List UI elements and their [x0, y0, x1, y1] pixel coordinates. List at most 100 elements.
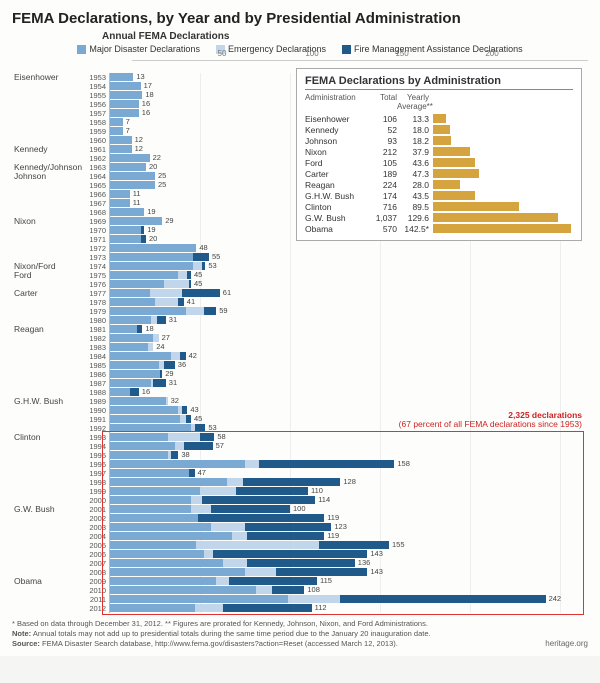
bar-seg-emerg — [196, 541, 318, 549]
bar-track: 100 — [109, 505, 588, 514]
inset-row: G.W. Bush1,037129.6 — [305, 212, 573, 223]
year-label: 1965 — [84, 181, 109, 190]
inset-name: Johnson — [305, 136, 367, 146]
bar-value: 29 — [165, 369, 173, 378]
year-row: 199538 — [12, 451, 588, 460]
year-label: 1956 — [84, 100, 109, 109]
bar-seg-emerg — [155, 298, 178, 306]
year-row: 198324 — [12, 343, 588, 352]
bar-track: 114 — [109, 496, 588, 505]
year-label: 1973 — [84, 253, 109, 262]
year-label: 1954 — [84, 82, 109, 91]
admin-label: Eisenhower — [12, 73, 84, 82]
bar-seg-major — [110, 352, 171, 360]
inset-row: Johnson9318.2 — [305, 135, 573, 146]
bar-seg-fire — [236, 487, 308, 495]
bar-seg-fire — [182, 289, 220, 297]
bar-value: 110 — [311, 486, 323, 495]
bar-value: 143 — [370, 567, 383, 576]
bar-value: 25 — [158, 171, 166, 180]
bar-value: 119 — [327, 531, 339, 540]
bar-seg-fire — [276, 568, 368, 576]
bar-value: 42 — [189, 351, 197, 360]
year-row: 198227 — [12, 334, 588, 343]
inset-row: Carter18947.3 — [305, 168, 573, 179]
bar-value: 47 — [198, 468, 206, 477]
admin-label: G.W. Bush — [12, 505, 84, 514]
year-row: G.W. Bush2001100 — [12, 505, 588, 514]
bar-track: 32 — [109, 397, 588, 406]
bar-value: 16 — [142, 108, 150, 117]
highlight-label: 2,325 declarations (67 percent of all FE… — [399, 411, 582, 430]
inset-col-total: Total — [367, 93, 397, 111]
bar-value: 143 — [370, 549, 383, 558]
bar-seg-fire — [198, 514, 324, 522]
year-row: 198629 — [12, 370, 588, 379]
bar-seg-emerg — [216, 577, 229, 585]
year-label: 1984 — [84, 352, 109, 361]
year-row: 1999110 — [12, 487, 588, 496]
bar-value: 7 — [126, 117, 130, 126]
bar-seg-major — [110, 433, 168, 441]
year-label: 1995 — [84, 451, 109, 460]
year-row: 2005155 — [12, 541, 588, 550]
bar-track: 112 — [109, 604, 588, 613]
bar-seg-fire — [164, 361, 175, 369]
bar-seg-fire — [211, 505, 290, 513]
inset-avg: 129.6 — [397, 213, 433, 223]
bar-seg-emerg — [256, 586, 272, 594]
year-row: 199457 — [12, 442, 588, 451]
bar-seg-major — [110, 325, 137, 333]
admin-label: G.H.W. Bush — [12, 397, 84, 406]
year-label: 1953 — [84, 73, 109, 82]
inset-total: 93 — [367, 136, 397, 146]
year-label: 1991 — [84, 415, 109, 424]
bar-seg-fire — [247, 559, 355, 567]
bar-seg-major — [110, 163, 146, 171]
bar-seg-major — [110, 550, 204, 558]
year-row: Reagan198118 — [12, 325, 588, 334]
bar-track: 143 — [109, 568, 588, 577]
inset-avg: 43.5 — [397, 191, 433, 201]
bar-seg-fire — [195, 424, 206, 432]
year-row: 197248 — [12, 244, 588, 253]
bar-track: 41 — [109, 298, 588, 307]
year-label: 1971 — [84, 235, 109, 244]
inset-total: 224 — [367, 180, 397, 190]
bar-seg-major — [110, 460, 245, 468]
bar-seg-emerg — [193, 262, 202, 270]
bar-seg-emerg — [178, 271, 187, 279]
admin-label: Clinton — [12, 433, 84, 442]
year-label: 1981 — [84, 325, 109, 334]
bar-seg-major — [110, 514, 198, 522]
bar-value: 17 — [144, 81, 152, 90]
bar-seg-emerg — [168, 433, 200, 441]
admin-label: Ford — [12, 271, 84, 280]
bar-seg-major — [110, 361, 159, 369]
inset-header: Administration Total Yearly Average** — [305, 93, 573, 111]
inset-col-admin: Administration — [305, 93, 367, 111]
bar-seg-emerg — [191, 496, 202, 504]
bar-seg-fire — [202, 496, 315, 504]
bar-value: 61 — [223, 288, 231, 297]
inset-avg: 89.5 — [397, 202, 433, 212]
bar-value: 7 — [126, 126, 130, 135]
inset-row: Nixon21237.9 — [305, 146, 573, 157]
bar-value: 25 — [158, 180, 166, 189]
footnote-3: FEMA Disaster Search database, http://ww… — [42, 639, 398, 648]
year-label: 1975 — [84, 271, 109, 280]
inset-name: Ford — [305, 158, 367, 168]
inset-name: Obama — [305, 224, 367, 234]
footnote-2: Annual totals may not add up to presiden… — [33, 629, 431, 638]
bar-seg-emerg — [200, 487, 236, 495]
inset-avg: 142.5* — [397, 224, 433, 234]
inset-row: Obama570142.5* — [305, 223, 573, 234]
bar-seg-major — [110, 379, 151, 387]
bar-value: 53 — [208, 423, 216, 432]
year-row: 1996158 — [12, 460, 588, 469]
year-label: 2005 — [84, 541, 109, 550]
bar-seg-fire — [340, 595, 545, 603]
year-label: 1980 — [84, 316, 109, 325]
year-label: 1957 — [84, 109, 109, 118]
year-label: 1963 — [84, 163, 109, 172]
